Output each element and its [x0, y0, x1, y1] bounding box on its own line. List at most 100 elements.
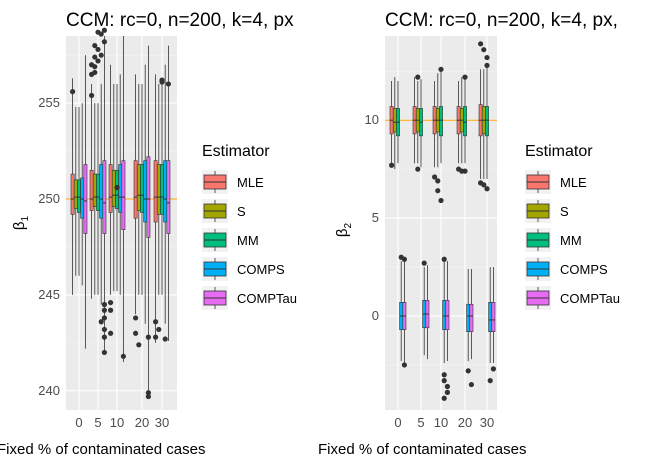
beta1-outlier-point	[133, 315, 139, 321]
beta1-x-tick-label: 5	[94, 415, 101, 430]
box-body	[92, 173, 97, 207]
beta2-box-comps-20	[466, 269, 471, 362]
legend-label: MLE	[560, 175, 587, 190]
beta1-outlier-point	[98, 31, 104, 37]
beta1-outlier-point	[101, 334, 107, 340]
beta2-outlier-point	[484, 62, 490, 68]
beta1-outlier-point	[101, 315, 107, 321]
beta2-outlier-point	[487, 378, 493, 384]
beta1-outlier-point	[153, 319, 159, 325]
beta2-legend: MLE S MM COMPS COMPTau	[525, 170, 620, 310]
beta1-box-comptau-5	[102, 36, 107, 355]
box-body	[133, 160, 138, 219]
beta2-outlier-point	[435, 188, 441, 194]
beta2-outlier-point	[481, 182, 487, 188]
beta2-outliers	[389, 41, 496, 401]
beta2-y-axis-title: β2	[334, 222, 354, 237]
beta2-y-tick-label: 10	[365, 112, 379, 127]
beta2-outlier-point	[484, 54, 490, 61]
box-body	[392, 108, 397, 133]
beta2-y-tick-labels: 0 5 10	[365, 112, 379, 323]
box-body	[439, 106, 443, 137]
beta2-box-comptau-10	[445, 261, 450, 362]
legend-label: COMPS	[560, 262, 608, 277]
beta2-x-tick-label: 30	[480, 415, 494, 430]
box-body	[108, 164, 113, 213]
beta1-box-mm-5	[96, 103, 100, 295]
box-body	[102, 160, 107, 234]
beta1-outlier-point	[145, 393, 151, 400]
beta2-x-tick-labels: 0 5 10 20 30	[394, 415, 494, 430]
beta1-outlier-point	[101, 301, 107, 308]
beta2-x-tick-label: 0	[394, 415, 401, 430]
beta1-outlier-point	[162, 336, 168, 342]
beta1-y-axis-subscript: 1	[20, 215, 31, 221]
beta2-box-comptau-5	[425, 265, 430, 360]
beta2-outlier-point	[462, 74, 468, 80]
beta2-boxes	[389, 65, 496, 364]
beta1-outlier-point	[89, 92, 95, 99]
beta1-x-tick-label: 30	[155, 415, 169, 430]
legend-label: MM	[560, 233, 582, 248]
beta2-box-mm-0	[396, 81, 400, 164]
beta2-plot: CCM: rc=0, n=200, k=4, px, 0 5 10 0 5 10 20 30…	[318, 10, 620, 458]
beta1-outlier-point	[95, 46, 101, 53]
beta2-y-tick-label: 0	[372, 308, 379, 323]
beta2-box-comps-10	[442, 261, 447, 364]
box-body	[96, 173, 100, 211]
beta1-y-tick-label: 245	[38, 287, 60, 302]
beta2-box-comptau-30	[491, 267, 496, 364]
beta2-outlier-point	[441, 378, 447, 384]
beta2-title: CCM: rc=0, n=200, k=4, px,	[385, 10, 618, 31]
box-body	[163, 160, 168, 223]
beta1-legend-item-s: S	[202, 199, 246, 223]
beta2-outlier-point	[415, 74, 421, 80]
beta2-box-mm-20	[463, 75, 467, 164]
beta1-y-tick-label: 255	[38, 95, 60, 110]
beta2-x-tick-label: 20	[458, 415, 472, 430]
beta1-x-axis-title: Fixed % of contaminated cases	[0, 441, 205, 458]
box-body	[89, 169, 94, 211]
beta2-box-s-20	[459, 77, 464, 164]
beta1-outlier-point	[89, 71, 95, 77]
beta2-outlier-point	[465, 368, 471, 374]
beta1-outlier-point	[92, 42, 98, 49]
beta1-x-tick-label: 10	[110, 415, 124, 430]
beta2-box-mm-5	[419, 79, 423, 168]
box-body	[463, 106, 467, 137]
legend-label: COMPS	[237, 262, 285, 277]
beta1-legend-item-comps: COMPS	[202, 257, 285, 281]
beta2-outlier-point	[490, 366, 496, 372]
box-body	[80, 177, 85, 219]
beta1-legend: MLE S MM COMPS COMPTau	[202, 170, 297, 310]
beta1-legend-item-mle: MLE	[202, 170, 264, 194]
beta1-outlier-point	[165, 81, 171, 87]
beta2-outlier-point	[438, 66, 444, 72]
box-body	[491, 302, 496, 332]
box-body	[445, 300, 450, 331]
beta2-legend-item-s: S	[525, 199, 569, 223]
beta1-outlier-point	[101, 307, 107, 313]
beta1-outlier-point	[101, 326, 107, 333]
beta1-outlier-point	[145, 390, 151, 396]
beta2-x-tick-label: 5	[417, 415, 424, 430]
beta1-outlier-point	[153, 334, 159, 340]
beta2-legend-item-mle: MLE	[525, 170, 587, 194]
beta2-outlier-point	[401, 362, 407, 368]
beta1-y-axis-title: β1	[11, 215, 31, 230]
beta1-x-tick-label: 0	[75, 415, 82, 430]
box-body	[469, 303, 474, 332]
box-body	[466, 303, 471, 332]
beta2-box-s-5	[415, 81, 420, 164]
beta2-outlier-point	[432, 174, 438, 180]
beta1-outlier-point	[92, 54, 98, 60]
beta1-outlier-point	[114, 184, 120, 191]
beta1-outlier-point	[101, 27, 107, 33]
legend-label: COMPTau	[237, 291, 297, 306]
beta2-box-comptau-0	[402, 259, 407, 364]
box-body	[442, 300, 447, 331]
box-body	[83, 164, 88, 234]
beta1-legend-title: Estimator	[202, 143, 270, 160]
beta1-outlier-point	[120, 353, 126, 359]
